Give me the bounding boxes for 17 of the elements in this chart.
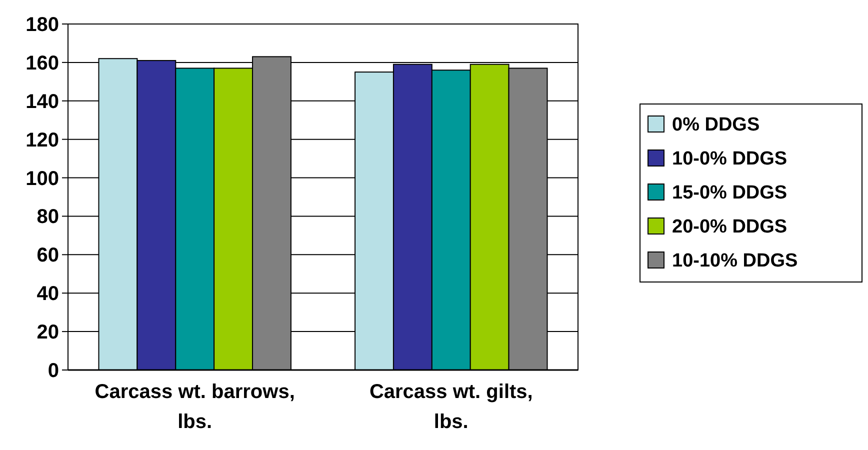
legend-label: 15-0% DDGS	[672, 182, 788, 204]
y-tick-label: 140	[26, 90, 59, 113]
y-tick-label: 120	[26, 129, 59, 152]
y-tick-label: 0	[48, 360, 59, 382]
legend-label: 10-0% DDGS	[672, 148, 788, 170]
y-tick-label: 60	[36, 244, 59, 267]
y-tick-label: 180	[26, 14, 59, 36]
x-tick-label: Carcass wt. gilts, lbs.	[369, 381, 533, 433]
y-tick-label: 20	[36, 322, 59, 344]
legend-label: 0% DDGS	[672, 114, 760, 136]
y-tick-label: 100	[26, 168, 59, 190]
y-tick-label: 40	[36, 283, 59, 306]
y-tick-label: 80	[36, 206, 59, 228]
y-tick-label: 160	[26, 52, 59, 74]
legend-label: 20-0% DDGS	[672, 216, 788, 238]
x-tick-label: Carcass wt. barrows, lbs.	[94, 381, 295, 433]
legend-label: 10-10% DDGS	[672, 250, 798, 272]
